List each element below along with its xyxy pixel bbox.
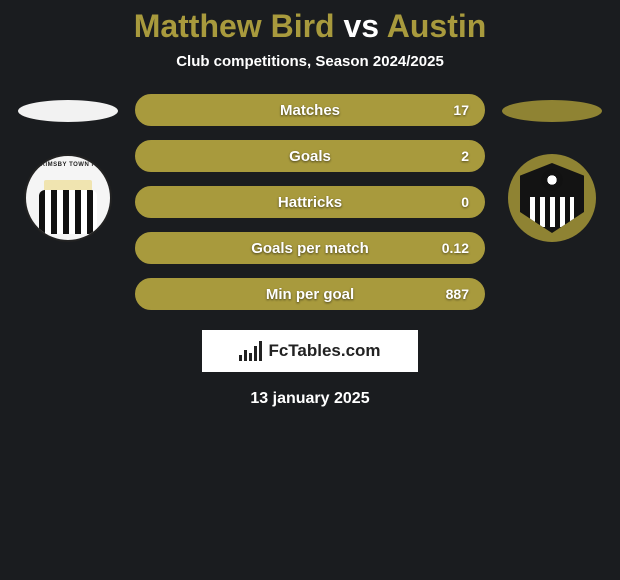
- left-team-crest: GRIMSBY TOWN FC: [24, 154, 112, 242]
- content-row: GRIMSBY TOWN FC Matches17 Goals2 Hattricks…: [0, 94, 620, 310]
- left-oval: [18, 100, 118, 122]
- stat-bar: Goals per match0.12: [135, 232, 485, 264]
- stat-label: Matches: [137, 102, 483, 119]
- stat-bar: Matches17: [135, 94, 485, 126]
- stat-bar: Hattricks0: [135, 186, 485, 218]
- stat-value-right: 0: [461, 194, 469, 210]
- left-crest-text: GRIMSBY TOWN FC: [36, 162, 101, 168]
- subtitle: Club competitions, Season 2024/2025: [0, 53, 620, 70]
- stat-label: Goals per match: [137, 240, 483, 257]
- left-column: GRIMSBY TOWN FC: [13, 94, 123, 242]
- stat-value-right: 2: [461, 148, 469, 164]
- stat-value-right: 17: [453, 102, 469, 118]
- stat-bar: Goals2: [135, 140, 485, 172]
- right-team-crest: [508, 154, 596, 242]
- date-text: 13 january 2025: [0, 390, 620, 408]
- title-player2: Austin: [387, 8, 487, 44]
- title-player1: Matthew Bird: [134, 8, 335, 44]
- stat-value-right: 887: [446, 286, 469, 302]
- page-title: Matthew Bird vs Austin: [0, 8, 620, 45]
- right-crest-inner: [520, 163, 584, 233]
- left-crest-stripes: [39, 190, 97, 234]
- stats-bars: Matches17 Goals2 Hattricks0 Goals per match…: [135, 94, 485, 310]
- infographic-container: Matthew Bird vs Austin Club competitions…: [0, 0, 620, 408]
- stat-label: Goals: [137, 148, 483, 165]
- stat-bar: Min per goal887: [135, 278, 485, 310]
- right-oval: [502, 100, 602, 122]
- right-column: [497, 94, 607, 242]
- title-vs: vs: [343, 8, 379, 44]
- brand-text: FcTables.com: [268, 341, 380, 361]
- stat-label: Min per goal: [137, 286, 483, 303]
- stat-value-right: 0.12: [442, 240, 469, 256]
- brand-logo: FcTables.com: [202, 330, 418, 372]
- chart-icon: [239, 341, 262, 361]
- right-crest-bars: [530, 197, 574, 227]
- stat-label: Hattricks: [137, 194, 483, 211]
